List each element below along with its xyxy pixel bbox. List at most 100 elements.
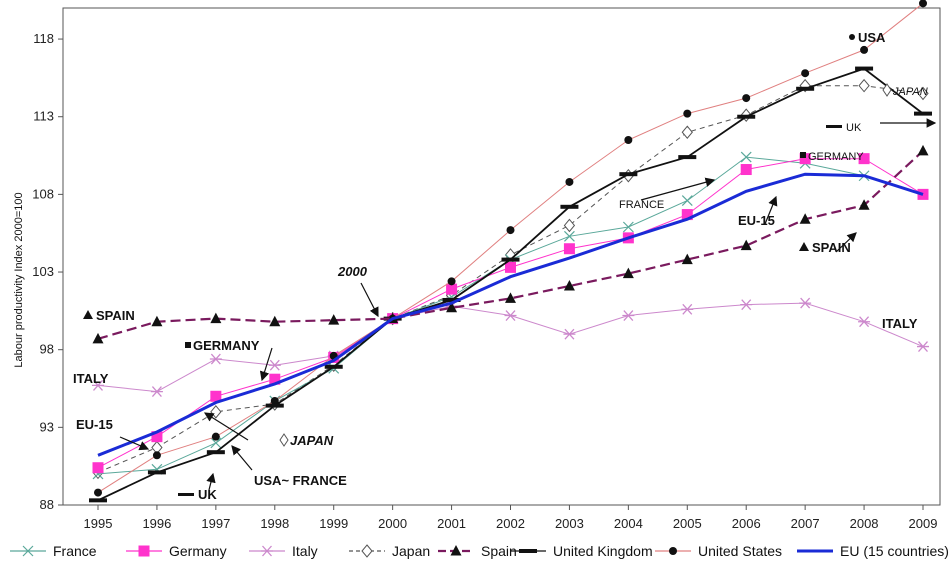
series-japan [92, 78, 929, 480]
point-germany-2008 [858, 153, 870, 165]
point-united-states-2007 [801, 69, 810, 78]
y-tick-label: 118 [33, 31, 54, 46]
annotation-uk-left: UK [178, 487, 217, 502]
point-united-states-2009 [919, 0, 927, 8]
legend-item-italy: Italy [247, 541, 318, 561]
x-tick-label: 2006 [732, 516, 761, 531]
annotation-layer: SPAIN ITALY EU-15 GERMANY JAPAN USA~ FRANCE UK… [73, 30, 937, 502]
annotation-triangle-icon [799, 242, 809, 251]
annotation-square-icon [800, 152, 806, 158]
x-tick-label: 2005 [673, 516, 702, 531]
series-united-states [94, 0, 927, 497]
annotation-text: EU-15 [76, 417, 113, 432]
productivity-chart: Labour productivity Index 2000=100 88 93 9… [13, 0, 941, 531]
point-germany-2007 [799, 153, 811, 165]
x-tick-label: 2008 [850, 516, 879, 531]
legend-label: EU (15 countries) [840, 543, 949, 559]
legend-marker-united-states [669, 547, 677, 555]
annotation-square-icon [185, 342, 191, 348]
annotation-text: 2000 [337, 264, 368, 279]
legend-label: United Kingdom [553, 543, 653, 559]
point-united-states-2005 [683, 109, 692, 118]
point-italy-1995 [92, 379, 104, 391]
plot-frame [62, 7, 941, 506]
point-italy-2006 [740, 299, 753, 311]
point-france-2005 [681, 195, 693, 207]
point-united-states-1996 [152, 451, 161, 460]
series-line-united-kingdom [97, 67, 924, 502]
point-japan-2008 [858, 78, 870, 93]
y-axis-label: Labour productivity Index 2000=100 [13, 192, 25, 367]
annotation-japan-right: JAPAN [882, 83, 928, 98]
point-germany-2003 [563, 243, 575, 255]
annotation-spain-left: SPAIN [83, 308, 135, 323]
annotation-text: JAPAN [290, 433, 334, 448]
annotation-arrow [203, 412, 249, 441]
legend-swatch-japan [349, 544, 385, 558]
point-germany-1998 [269, 373, 281, 385]
point-japan-2003 [563, 218, 576, 233]
point-united-kingdom-1997 [206, 450, 225, 455]
legend-swatch-germany [126, 545, 162, 557]
legend-marker-japan [361, 544, 373, 558]
x-tick-label: 1997 [201, 516, 230, 531]
point-italy-2003 [563, 328, 576, 340]
point-spain-2003 [563, 280, 575, 291]
series-layer [89, 0, 932, 503]
point-italy-1998 [268, 359, 281, 371]
legend-item-united-kingdom: United Kingdom [508, 541, 653, 561]
annotation-text: GERMANY [808, 151, 864, 163]
annotation-arrow [835, 232, 857, 253]
point-spain-1999 [328, 314, 340, 325]
x-tick-label: 2009 [909, 516, 938, 531]
x-tick-label: 1995 [84, 516, 113, 531]
legend-label: Spain [481, 543, 517, 559]
point-italy-2009 [917, 341, 929, 353]
x-tick-label: 1996 [142, 516, 171, 531]
point-united-kingdom-1995 [89, 498, 107, 503]
point-spain-2005 [681, 253, 693, 265]
point-united-kingdom-2009 [914, 111, 932, 116]
y-tick-label: 103 [32, 264, 54, 279]
point-united-states-2008 [860, 45, 869, 54]
legend-swatch-italy [249, 545, 285, 557]
point-spain-1995 [92, 332, 104, 344]
point-italy-2002 [504, 310, 517, 321]
annotation-dash-icon [178, 493, 194, 496]
annotation-text: EU-15 [738, 213, 775, 228]
legend-item-united-states: United States [653, 541, 782, 561]
point-italy-2007 [799, 297, 812, 309]
legend: France Germany Italy Japan Spain United Kingd… [0, 537, 949, 565]
annotation-text: SPAIN [812, 240, 851, 255]
x-tick-label: 1999 [319, 516, 348, 531]
legend-label: United States [698, 543, 783, 559]
annotation-uk-right: UK [826, 122, 862, 134]
point-united-states-1998 [270, 396, 279, 405]
legend-marker-spain [450, 545, 462, 556]
point-united-states-2004 [624, 136, 633, 145]
legend-label: France [53, 543, 97, 559]
point-spain-1997 [210, 312, 222, 324]
annotation-germany-left: GERMANY [185, 338, 260, 353]
annotation-germany-right: GERMANY [800, 151, 864, 163]
point-spain-2008 [858, 199, 870, 210]
annotation-diamond-icon [279, 433, 289, 447]
point-united-states-2006 [742, 94, 751, 103]
point-germany-1995 [92, 462, 104, 474]
point-united-kingdom-1999 [324, 364, 343, 369]
annotation-france-mid: FRANCE [619, 199, 664, 211]
point-united-states-2003 [565, 177, 574, 186]
series-line-germany [97, 158, 924, 469]
legend-marker-france [22, 545, 34, 557]
point-germany-2006 [740, 164, 752, 176]
annotation-usa-france-left: USA~ FRANCE [254, 473, 347, 488]
annotation-arrow [119, 436, 150, 451]
point-italy-1997 [209, 353, 222, 365]
point-germany-1996 [151, 431, 163, 443]
x-tick-label: 2000 [378, 516, 407, 531]
point-united-states-1997 [211, 432, 220, 441]
annotation-text: UK [846, 122, 862, 134]
x-tick-label: 2001 [437, 516, 466, 531]
x-tick-label: 2002 [496, 516, 525, 531]
legend-item-germany: Germany [124, 541, 227, 561]
